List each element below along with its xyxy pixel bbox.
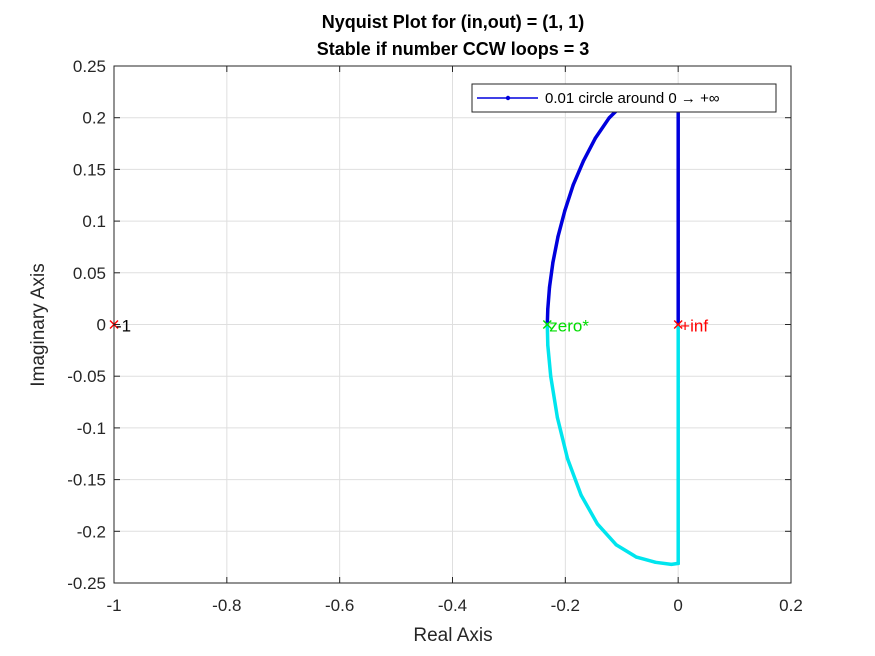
series-0-point (607, 116, 611, 120)
series-2-point (546, 343, 550, 347)
series-2-point (654, 560, 658, 564)
y-tick-label: 0.1 (82, 212, 106, 231)
series-2-point (549, 374, 553, 378)
series-2-point (565, 457, 570, 461)
legend-entry-label: 0.01 circle around 0 → +∞ (545, 90, 720, 107)
series-3-point (676, 384, 680, 389)
series-3-point (676, 326, 680, 330)
x-tick-label: -0.6 (325, 596, 354, 615)
series-1-point (676, 157, 680, 161)
y-tick-label: 0.15 (73, 160, 106, 179)
series-2-point (614, 543, 618, 547)
x-tick-label: -0.2 (551, 596, 580, 615)
x-tick-label: 0 (673, 596, 682, 615)
annotation-marker (542, 320, 552, 329)
annotation-label: -1 (116, 317, 131, 336)
series-0-point (551, 260, 555, 265)
series-3-point (676, 478, 680, 482)
y-axis-label: Imaginary Axis (28, 263, 49, 387)
series-2-point (555, 415, 560, 420)
series-2-point (595, 522, 600, 526)
y-tick-label: -0.1 (77, 419, 106, 438)
x-tick-label: -0.8 (212, 596, 241, 615)
chart-subtitle: Stable if number CCW loops = 3 (317, 39, 590, 59)
series-0-point (563, 209, 567, 213)
annotation-label: zero* (549, 317, 589, 336)
x-tick-label: 0.2 (779, 596, 803, 615)
y-tick-label: -0.2 (77, 522, 106, 541)
y-tick-label: -0.25 (67, 574, 106, 593)
series-0-point (556, 235, 560, 239)
y-axis-ticks: 0.25 0.2 0.15 0.1 0.05 0 -0.05 -0.1 -0.15 -0.2 -0.… (67, 57, 791, 593)
series-2-point (669, 562, 673, 566)
x-tick-label: -1 (106, 596, 121, 615)
y-tick-label: 0 (97, 316, 106, 335)
series-2-point (579, 493, 583, 497)
y-tick-label: 0.05 (73, 264, 106, 283)
series-0-point (546, 307, 550, 311)
series-0-point (593, 136, 597, 140)
series-3-point (676, 561, 680, 565)
chart-title: Nyquist Plot for (in,out) = (1, 1) (322, 12, 585, 32)
y-tick-label: -0.05 (67, 367, 106, 386)
series-curves (545, 101, 680, 567)
series-0-point (571, 183, 575, 187)
series-0-point (581, 159, 585, 163)
y-tick-label: 0.2 (82, 109, 106, 128)
series-0-point (547, 285, 552, 289)
series-2-line (545, 322, 680, 567)
series-1-point (676, 198, 680, 203)
x-tick-label: -0.4 (438, 596, 467, 615)
x-axis-label: Real Axis (413, 625, 492, 646)
series-1-point (676, 240, 680, 244)
x-axis-ticks: -1 -0.8 -0.6 -0.4 -0.2 0 0.2 (106, 66, 803, 615)
y-tick-label: 0.25 (73, 57, 106, 76)
series-2-point (634, 555, 639, 559)
legend: 0.01 circle around 0 → +∞ (471, 83, 777, 113)
annotation-label: +inf (680, 317, 708, 336)
y-tick-label: -0.15 (67, 471, 106, 490)
series-1-point (676, 281, 680, 285)
legend-marker-swatch (505, 95, 511, 101)
annotation-marker (673, 320, 683, 329)
